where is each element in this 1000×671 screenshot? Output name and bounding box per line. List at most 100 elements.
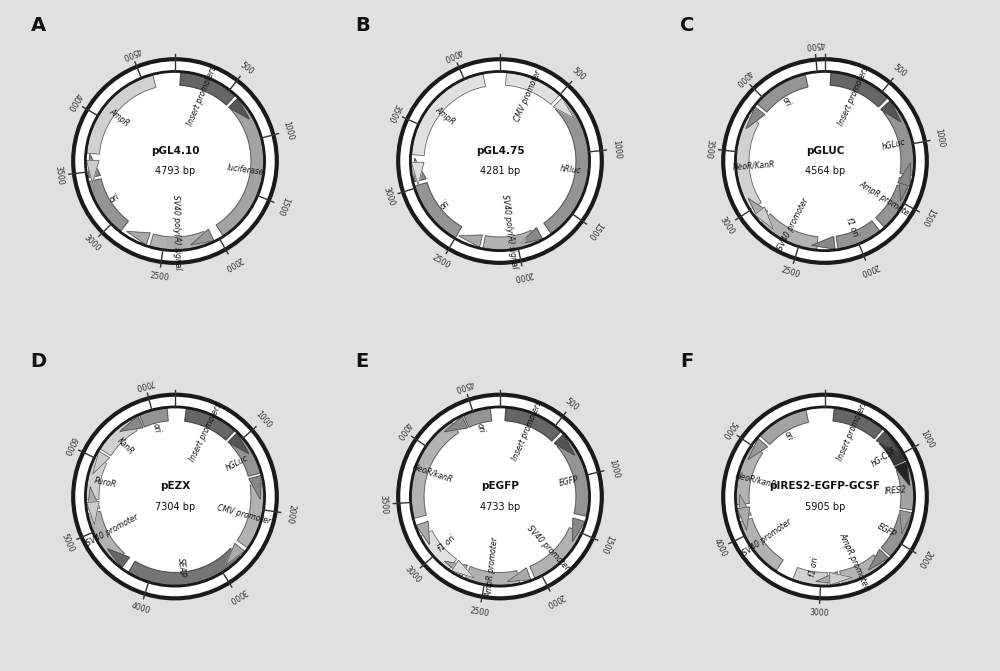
Polygon shape bbox=[553, 98, 574, 118]
Text: 3000: 3000 bbox=[809, 609, 829, 619]
Text: A: A bbox=[30, 17, 46, 36]
Text: ori: ori bbox=[782, 429, 795, 442]
Text: ori: ori bbox=[438, 199, 451, 212]
Text: NeoR/KanR: NeoR/KanR bbox=[733, 160, 776, 172]
Text: hGLuc: hGLuc bbox=[881, 138, 907, 152]
Polygon shape bbox=[150, 231, 209, 250]
Text: CMV promoter: CMV promoter bbox=[513, 69, 543, 123]
Polygon shape bbox=[89, 178, 128, 231]
Polygon shape bbox=[140, 409, 168, 427]
Text: AmpR: AmpR bbox=[107, 107, 131, 128]
Text: 7000: 7000 bbox=[134, 376, 155, 391]
Text: 3500: 3500 bbox=[385, 102, 401, 123]
Text: 500: 500 bbox=[238, 60, 255, 76]
Text: PuroR: PuroR bbox=[93, 476, 117, 490]
Polygon shape bbox=[755, 207, 773, 229]
Text: SV40 poly(A) signal: SV40 poly(A) signal bbox=[171, 195, 183, 269]
Polygon shape bbox=[87, 486, 100, 510]
Text: D: D bbox=[30, 352, 47, 371]
Polygon shape bbox=[228, 433, 249, 454]
Text: EGFP: EGFP bbox=[876, 522, 898, 539]
Polygon shape bbox=[899, 178, 911, 201]
Text: 2000: 2000 bbox=[285, 504, 297, 524]
Text: 3000: 3000 bbox=[403, 564, 423, 585]
Polygon shape bbox=[88, 511, 124, 562]
Polygon shape bbox=[414, 158, 426, 182]
Polygon shape bbox=[829, 572, 852, 585]
Text: 4793 bp: 4793 bp bbox=[155, 166, 195, 176]
Text: ori: ori bbox=[475, 423, 486, 434]
Text: ori: ori bbox=[151, 422, 162, 434]
Text: 2000: 2000 bbox=[859, 262, 880, 277]
Text: 5000: 5000 bbox=[60, 533, 76, 554]
Text: hRluc: hRluc bbox=[559, 164, 582, 175]
Polygon shape bbox=[465, 566, 519, 585]
Text: 4000: 4000 bbox=[130, 601, 151, 615]
Text: AmpR promoter: AmpR promoter bbox=[857, 179, 913, 219]
Text: ori: ori bbox=[108, 192, 121, 205]
Polygon shape bbox=[879, 435, 906, 465]
Text: 4281 bp: 4281 bp bbox=[480, 166, 520, 176]
Text: NeoR/kanR: NeoR/kanR bbox=[412, 462, 454, 484]
Polygon shape bbox=[421, 531, 457, 569]
Polygon shape bbox=[108, 549, 129, 568]
Polygon shape bbox=[412, 74, 485, 156]
Polygon shape bbox=[127, 231, 150, 245]
Text: 2500: 2500 bbox=[469, 606, 490, 618]
Text: pEGFP: pEGFP bbox=[481, 481, 519, 491]
Text: 3000: 3000 bbox=[381, 186, 396, 207]
Polygon shape bbox=[833, 409, 882, 439]
Text: SV40 promoter: SV40 promoter bbox=[85, 513, 140, 548]
Polygon shape bbox=[180, 72, 235, 105]
Text: 6000: 6000 bbox=[61, 435, 78, 456]
Text: 2000: 2000 bbox=[514, 269, 534, 282]
Polygon shape bbox=[415, 183, 462, 238]
Polygon shape bbox=[86, 160, 99, 183]
Polygon shape bbox=[573, 518, 585, 541]
Polygon shape bbox=[746, 107, 765, 129]
Polygon shape bbox=[416, 521, 430, 545]
Text: E: E bbox=[355, 352, 369, 371]
Text: 2500: 2500 bbox=[149, 271, 169, 282]
Text: f1 ori: f1 ori bbox=[844, 216, 860, 238]
Text: 4733 bp: 4733 bp bbox=[480, 502, 520, 512]
Polygon shape bbox=[530, 527, 581, 578]
Text: F: F bbox=[680, 352, 694, 371]
Text: 3500: 3500 bbox=[53, 165, 64, 186]
Text: 4000: 4000 bbox=[65, 91, 83, 113]
Text: AmpR promoter: AmpR promoter bbox=[838, 531, 871, 590]
Polygon shape bbox=[881, 101, 901, 122]
Text: 4564 bp: 4564 bp bbox=[805, 166, 845, 176]
Text: SV40 poly(A) signal: SV40 poly(A) signal bbox=[500, 194, 519, 269]
Polygon shape bbox=[898, 163, 910, 186]
Bar bbox=[167, 238, 182, 248]
Polygon shape bbox=[895, 462, 910, 485]
Polygon shape bbox=[840, 555, 882, 583]
Circle shape bbox=[398, 395, 602, 599]
Text: 1500: 1500 bbox=[275, 195, 291, 217]
Text: AmpR promoter: AmpR promoter bbox=[484, 536, 500, 598]
Polygon shape bbox=[120, 416, 143, 431]
Polygon shape bbox=[226, 544, 245, 565]
Circle shape bbox=[398, 59, 602, 263]
Text: EGFP: EGFP bbox=[559, 475, 580, 488]
Text: f1 ori: f1 ori bbox=[437, 534, 457, 554]
Text: 3000: 3000 bbox=[82, 234, 102, 254]
Polygon shape bbox=[876, 185, 909, 227]
Polygon shape bbox=[459, 235, 482, 247]
Polygon shape bbox=[505, 408, 560, 441]
Text: 4500: 4500 bbox=[805, 39, 825, 50]
Text: 1000: 1000 bbox=[611, 139, 622, 159]
Polygon shape bbox=[557, 438, 589, 516]
Polygon shape bbox=[87, 502, 99, 525]
Polygon shape bbox=[884, 105, 914, 175]
Text: Insert promoters: Insert promoters bbox=[836, 400, 870, 462]
Polygon shape bbox=[88, 154, 100, 178]
Text: Insert promoters: Insert promoters bbox=[511, 400, 544, 462]
Polygon shape bbox=[793, 568, 828, 585]
Polygon shape bbox=[464, 409, 492, 427]
Polygon shape bbox=[100, 419, 137, 456]
Polygon shape bbox=[411, 162, 424, 185]
Text: 2000: 2000 bbox=[544, 592, 565, 609]
Polygon shape bbox=[881, 515, 911, 556]
